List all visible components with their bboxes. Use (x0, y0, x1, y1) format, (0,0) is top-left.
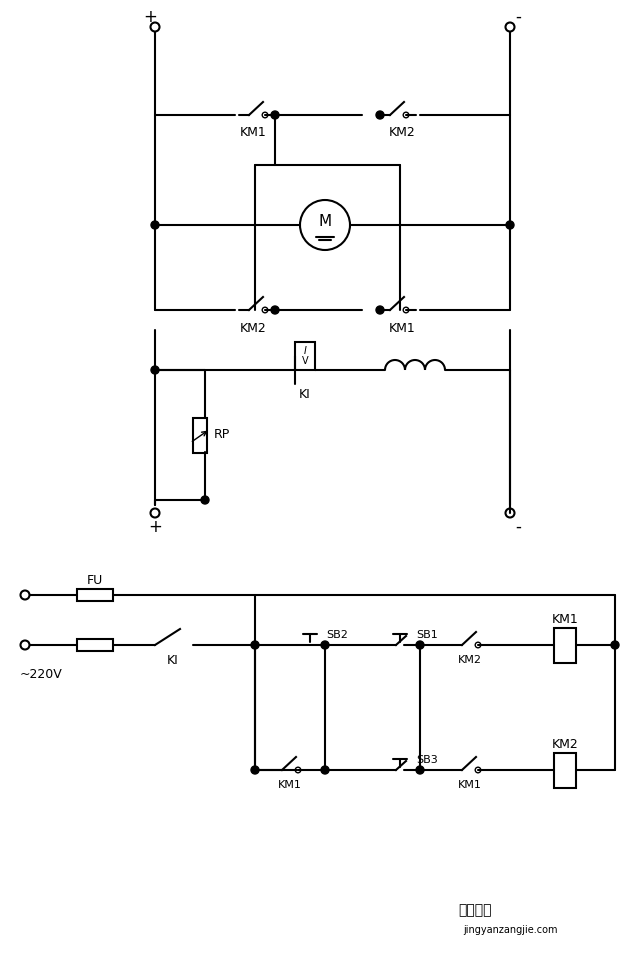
Text: -: - (515, 518, 521, 536)
Text: KM1: KM1 (552, 613, 579, 626)
Circle shape (376, 111, 384, 119)
Text: KI: KI (299, 388, 311, 400)
Circle shape (321, 641, 329, 649)
Circle shape (321, 766, 329, 774)
Circle shape (151, 366, 159, 374)
Text: ~220V: ~220V (20, 668, 63, 682)
Circle shape (271, 306, 279, 314)
Text: KI: KI (167, 654, 179, 666)
Text: -: - (515, 8, 521, 26)
Circle shape (151, 221, 159, 229)
Bar (77, 589, 113, 601)
Circle shape (251, 641, 259, 649)
Text: SB2: SB2 (326, 630, 348, 640)
Text: KM1: KM1 (239, 127, 266, 139)
Text: jingyanzangjie.com: jingyanzangjie.com (463, 925, 557, 935)
Text: 经验总结: 经验总结 (458, 903, 492, 917)
Text: KM2: KM2 (388, 127, 415, 139)
Text: RP: RP (214, 428, 230, 442)
Circle shape (251, 766, 259, 774)
Text: KM1: KM1 (388, 322, 415, 334)
Circle shape (271, 111, 279, 119)
Text: KM2: KM2 (552, 738, 579, 751)
Bar (554, 753, 576, 787)
Bar (554, 628, 576, 662)
Text: KM1: KM1 (278, 780, 302, 790)
Text: V: V (301, 356, 308, 366)
Text: KM2: KM2 (239, 322, 266, 334)
Text: +: + (148, 518, 162, 536)
Bar (295, 342, 315, 370)
Circle shape (506, 221, 514, 229)
Circle shape (611, 641, 619, 649)
Circle shape (376, 306, 384, 314)
Circle shape (416, 641, 424, 649)
Text: M: M (319, 214, 332, 229)
Text: +: + (143, 8, 157, 26)
Text: SB3: SB3 (416, 755, 438, 765)
Text: SB1: SB1 (416, 630, 438, 640)
Text: KM1: KM1 (458, 780, 482, 790)
Text: I: I (303, 346, 307, 356)
Text: FU: FU (87, 574, 103, 588)
Circle shape (201, 496, 209, 504)
Text: KM2: KM2 (458, 655, 482, 665)
Bar (77, 639, 113, 651)
Bar (193, 418, 207, 452)
Circle shape (416, 766, 424, 774)
